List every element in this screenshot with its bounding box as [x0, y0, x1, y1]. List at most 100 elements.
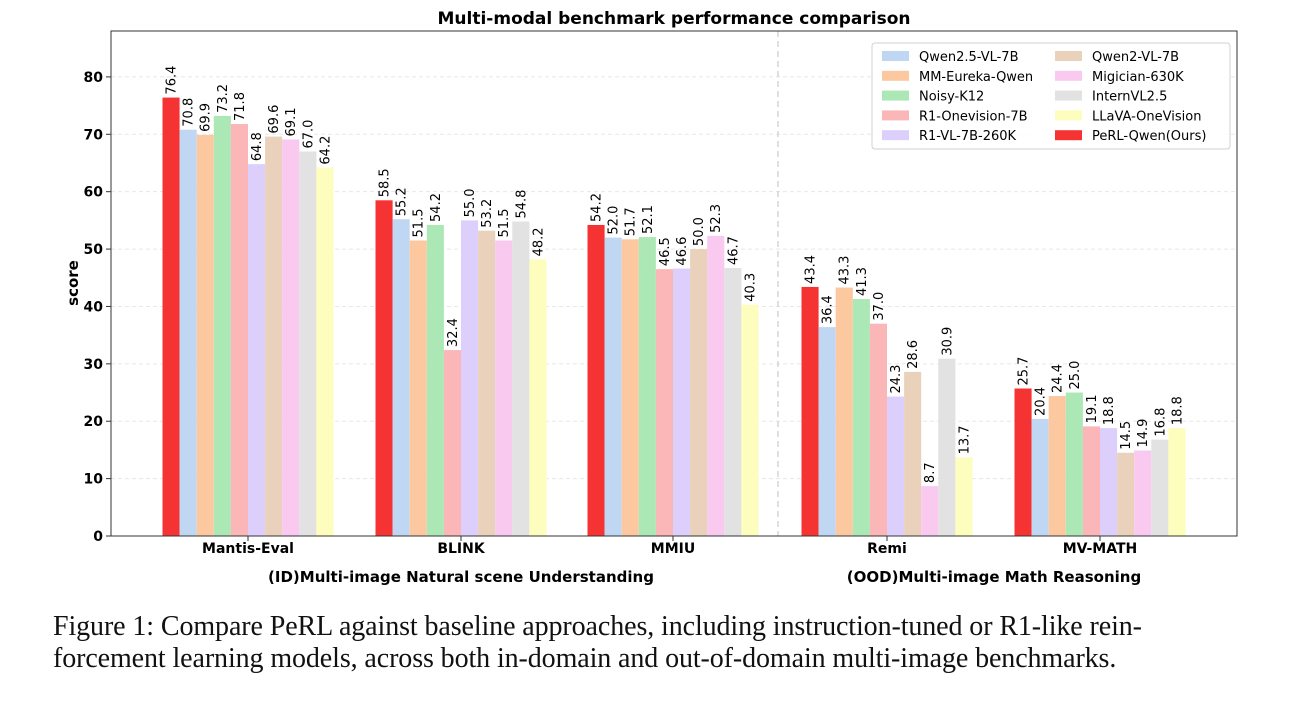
value-label-remi-r1-vl-7b-260k: 24.3	[889, 365, 904, 394]
y-tick-label-70: 70	[84, 127, 104, 143]
legend-label-internvl2-5: InternVL2.5	[1092, 90, 1167, 105]
bar-blink-r1-onevision-7b	[443, 350, 461, 536]
bar-mmiu-llava-onevision	[741, 304, 759, 536]
value-label-mmiu-qwen2-5-vl-7b: 52.0	[607, 206, 622, 235]
value-label-mmiu-perl-qwen-ours: 54.2	[590, 193, 605, 222]
value-label-mv-math-qwen2-vl-7b: 14.5	[1119, 421, 1134, 450]
legend-label-r1-vl-7b-260k: R1-VL-7B-260K	[919, 129, 1017, 144]
value-label-blink-r1-onevision-7b: 32.4	[446, 318, 461, 347]
value-label-remi-llava-onevision: 13.7	[957, 425, 972, 454]
caption-line-1: Figure 1: Compare PeRL against baseline …	[53, 611, 1142, 642]
bar-mantis-eval-r1-vl-7b-260k	[248, 164, 266, 536]
bar-mv-math-noisy-k12	[1065, 392, 1083, 536]
value-label-blink-llava-onevision: 48.2	[531, 227, 546, 256]
bar-mantis-eval-llava-onevision	[316, 167, 334, 536]
value-label-mv-math-internvl2-5: 16.8	[1153, 408, 1168, 437]
bar-mmiu-qwen2-vl-7b	[690, 249, 708, 536]
value-label-mmiu-r1-onevision-7b: 46.5	[658, 237, 673, 266]
bar-mantis-eval-r1-onevision-7b	[230, 123, 248, 536]
value-label-remi-qwen2-vl-7b: 28.6	[906, 340, 921, 369]
value-label-mantis-eval-qwen2-5-vl-7b: 70.8	[182, 98, 197, 127]
legend-swatch-llava-onevision	[1055, 110, 1082, 121]
value-label-mantis-eval-migician-630k: 69.1	[284, 108, 299, 137]
bar-blink-mm-eureka-qwen	[409, 240, 427, 536]
x-tick-label-mmiu: MMIU	[651, 541, 695, 557]
value-label-mv-math-noisy-k12: 25.0	[1068, 361, 1083, 390]
legend-label-r1-onevision-7b: R1-Onevision-7B	[919, 109, 1028, 124]
value-label-blink-perl-qwen-ours: 58.5	[378, 168, 393, 197]
bar-remi-r1-onevision-7b	[869, 323, 887, 536]
value-label-mantis-eval-llava-onevision: 64.2	[318, 136, 333, 165]
bar-remi-qwen2-5-vl-7b	[818, 327, 836, 536]
caption-line-2: forcement learning models, across both i…	[53, 643, 1117, 674]
value-label-mv-math-r1-onevision-7b: 19.1	[1085, 394, 1100, 423]
y-tick-label-50: 50	[84, 242, 104, 258]
value-label-remi-noisy-k12: 41.3	[855, 267, 870, 296]
value-label-blink-mm-eureka-qwen: 51.5	[412, 209, 427, 238]
legend-label-qwen2-5-vl-7b: Qwen2.5-VL-7B	[919, 50, 1019, 65]
value-label-mv-math-qwen2-5-vl-7b: 20.4	[1034, 387, 1049, 416]
y-tick-label-60: 60	[84, 185, 104, 201]
x-tick-label-mantis-eval: Mantis-Eval	[202, 541, 294, 557]
bar-blink-migician-630k	[495, 240, 513, 536]
bar-mv-math-qwen2-5-vl-7b	[1031, 418, 1049, 536]
bar-blink-qwen2-vl-7b	[478, 230, 496, 536]
value-label-mv-math-perl-qwen-ours: 25.7	[1017, 357, 1032, 386]
bar-mv-math-mm-eureka-qwen	[1048, 395, 1066, 536]
bar-blink-llava-onevision	[529, 259, 547, 536]
y-tick-label-10: 10	[84, 472, 104, 488]
bar-remi-migician-630k	[921, 486, 939, 536]
value-label-mmiu-mm-eureka-qwen: 51.7	[624, 207, 639, 236]
bar-remi-mm-eureka-qwen	[835, 287, 853, 536]
legend-label-mm-eureka-qwen: MM-Eureka-Qwen	[919, 70, 1033, 85]
bar-mmiu-qwen2-5-vl-7b	[604, 237, 622, 536]
value-label-blink-qwen2-vl-7b: 53.2	[480, 199, 495, 228]
value-label-mantis-eval-mm-eureka-qwen: 69.9	[199, 103, 214, 132]
y-tick-label-0: 0	[93, 529, 103, 545]
y-tick-label-80: 80	[84, 70, 104, 86]
value-label-mv-math-migician-630k: 14.9	[1136, 419, 1151, 448]
value-label-remi-mm-eureka-qwen: 43.3	[838, 256, 853, 285]
bar-mmiu-mm-eureka-qwen	[621, 239, 639, 536]
value-label-mantis-eval-internvl2-5: 67.0	[301, 120, 316, 149]
value-label-mantis-eval-noisy-k12: 73.2	[216, 84, 231, 113]
bar-mmiu-perl-qwen-ours	[587, 224, 605, 536]
legend-swatch-qwen2-5-vl-7b	[882, 51, 909, 61]
value-label-mmiu-r1-vl-7b-260k: 46.6	[675, 237, 690, 266]
legend-label-llava-onevision: LLaVA-OneVision	[1092, 109, 1201, 124]
bar-mmiu-migician-630k	[707, 235, 725, 536]
value-label-blink-qwen2-5-vl-7b: 55.2	[395, 187, 410, 216]
legend-swatch-mm-eureka-qwen	[882, 70, 909, 81]
value-label-mmiu-qwen2-vl-7b: 50.0	[692, 217, 707, 246]
bar-remi-perl-qwen-ours	[801, 286, 819, 536]
x-tick-label-mv-math: MV-MATH	[1063, 541, 1138, 557]
bar-mmiu-internvl2-5	[724, 268, 742, 536]
bar-mmiu-r1-vl-7b-260k	[673, 268, 691, 536]
bar-remi-llava-onevision	[955, 457, 973, 536]
bar-mantis-eval-perl-qwen-ours	[162, 97, 180, 536]
bar-mv-math-internvl2-5	[1151, 439, 1169, 536]
chart-title: Multi-modal benchmark performance compar…	[438, 9, 911, 29]
value-label-mmiu-migician-630k: 52.3	[709, 204, 724, 233]
bar-mv-math-r1-vl-7b-260k	[1100, 428, 1118, 536]
value-label-remi-r1-onevision-7b: 37.0	[872, 292, 887, 321]
bar-mv-math-llava-onevision	[1168, 428, 1186, 536]
x-tick-label-blink: BLINK	[437, 541, 486, 557]
value-label-mv-math-mm-eureka-qwen: 24.4	[1051, 364, 1066, 393]
value-label-blink-r1-vl-7b-260k: 55.0	[463, 188, 478, 217]
legend-label-perl-qwen-ours: PeRL-Qwen(Ours)	[1092, 129, 1206, 144]
group-label-ood: (OOD)Multi-image Math Reasoning	[847, 568, 1141, 586]
bar-blink-qwen2-5-vl-7b	[392, 219, 410, 537]
y-tick-label-40: 40	[84, 299, 104, 315]
value-label-blink-internvl2-5: 54.8	[514, 190, 529, 219]
bar-blink-internvl2-5	[512, 221, 530, 536]
legend-swatch-r1-vl-7b-260k	[882, 130, 909, 141]
legend-label-qwen2-vl-7b: Qwen2-VL-7B	[1092, 50, 1179, 65]
group-label-id: (ID)Multi-image Natural scene Understand…	[268, 568, 654, 586]
bar-remi-internvl2-5	[938, 358, 956, 536]
bar-mantis-eval-qwen2-5-vl-7b	[179, 129, 197, 536]
legend-swatch-migician-630k	[1055, 70, 1082, 81]
bar-mmiu-r1-onevision-7b	[655, 269, 673, 536]
bar-mantis-eval-internvl2-5	[299, 151, 317, 536]
x-tick-label-remi: Remi	[867, 541, 907, 557]
